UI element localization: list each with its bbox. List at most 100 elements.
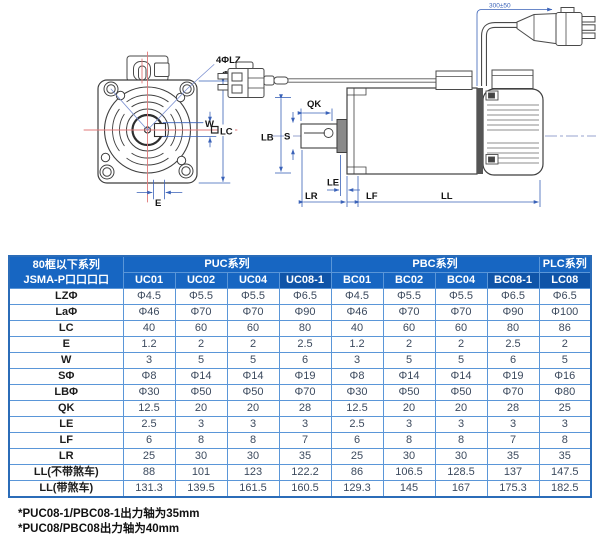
col-header: UC01 — [122, 272, 176, 289]
flange-plate — [336, 119, 348, 153]
motor-dimension-svg: 4ΦLZ Φ La W LC E — [83, 3, 596, 209]
motor-body — [346, 87, 478, 175]
terminal-box-icon — [126, 55, 170, 82]
square-flange-symbol — [210, 125, 219, 134]
value-cell: Φ5.5 — [434, 288, 488, 305]
value-cell: 3 — [486, 416, 540, 433]
row-label: LL(不带煞车) — [8, 464, 124, 481]
value-cell: 35 — [486, 448, 540, 465]
row-label: LBΦ — [8, 384, 124, 401]
value-cell: 2 — [538, 336, 592, 353]
value-cell: 2 — [174, 336, 228, 353]
value-cell: 25 — [538, 400, 592, 417]
value-cell: 6 — [278, 352, 332, 369]
row-label: QK — [8, 400, 124, 417]
value-cell: Φ70 — [226, 304, 280, 321]
value-cell: Φ50 — [226, 384, 280, 401]
value-cell: 1.2 — [330, 336, 384, 353]
value-cell: Φ5.5 — [382, 288, 436, 305]
model-header-row: UC01 UC02 UC04 UC08-1 BC01 BC02 BC04 BC0… — [9, 272, 592, 289]
col-header: LC08 — [538, 272, 592, 289]
value-cell: Φ70 — [174, 304, 228, 321]
value-cell: 25 — [122, 448, 176, 465]
power-connector-icon — [217, 61, 289, 98]
housing-ribs — [487, 104, 539, 164]
value-cell: Φ8 — [122, 368, 176, 385]
value-cell: 30 — [434, 448, 488, 465]
value-cell: 3 — [330, 352, 384, 369]
value-cell: 137 — [486, 464, 540, 481]
value-cell: Φ8 — [330, 368, 384, 385]
value-cell: 129.3 — [330, 480, 384, 498]
row-label: LaΦ — [8, 304, 124, 321]
power-cable — [288, 78, 437, 83]
value-cell: Φ6.5 — [278, 288, 332, 305]
value-cell: 160.5 — [278, 480, 332, 498]
value-cell: 5 — [434, 352, 488, 369]
value-cell: Φ46 — [122, 304, 176, 321]
table-row: LE 2.5 3 3 3 2.5 3 3 3 3 — [8, 416, 592, 433]
value-cell: 28 — [278, 400, 332, 417]
value-cell: 8 — [538, 432, 592, 449]
value-cell: 7 — [486, 432, 540, 449]
value-cell: 3 — [278, 416, 332, 433]
value-cell: 20 — [226, 400, 280, 417]
value-cell: 5 — [226, 352, 280, 369]
rear-band — [477, 88, 483, 174]
dim-w — [162, 111, 217, 148]
value-cell: 2.5 — [122, 416, 176, 433]
value-cell: Φ90 — [278, 304, 332, 321]
value-cell: Φ30 — [330, 384, 384, 401]
value-cell: 60 — [434, 320, 488, 337]
label-s: S — [284, 132, 290, 143]
col-header: BC04 — [434, 272, 488, 289]
value-cell: Φ5.5 — [174, 288, 228, 305]
value-cell: Φ5.5 — [226, 288, 280, 305]
table-row: LZΦ Φ4.5 Φ5.5 Φ5.5 Φ6.5 Φ4.5 Φ5.5 Φ5.5 Φ6.5 Φ6.5 — [8, 288, 592, 305]
shaft — [300, 123, 338, 149]
value-cell: 131.3 — [122, 480, 176, 498]
value-cell: 8 — [382, 432, 436, 449]
value-cell: Φ14 — [226, 368, 280, 385]
value-cell: 175.3 — [486, 480, 540, 498]
value-cell: 3 — [226, 416, 280, 433]
value-cell: 106.5 — [382, 464, 436, 481]
table-row: LBΦ Φ30 Φ50 Φ50 Φ70 Φ30 Φ50 Φ50 Φ70 Φ80 — [8, 384, 592, 401]
col-header: BC02 — [382, 272, 436, 289]
value-cell: Φ50 — [434, 384, 488, 401]
value-cell: 5 — [382, 352, 436, 369]
value-cell: 20 — [382, 400, 436, 417]
dim-baseline — [298, 150, 541, 207]
value-cell: 3 — [174, 416, 228, 433]
value-cell: Φ46 — [330, 304, 384, 321]
value-cell: 6 — [486, 352, 540, 369]
dim-e — [136, 179, 183, 200]
group-header-puc: PUC系列 — [122, 255, 332, 273]
front-view: 4ΦLZ Φ La W LC E — [83, 51, 244, 209]
corner-header-line2: JSMA-P口口口口 — [23, 273, 110, 286]
value-cell: 101 — [174, 464, 228, 481]
footnote-1: *PUC08-1/PBC08-1出力轴为35mm — [18, 508, 200, 520]
value-cell: Φ14 — [434, 368, 488, 385]
slot-ring-gaps — [117, 99, 178, 161]
col-header: UC04 — [226, 272, 280, 289]
table-row: LaΦ Φ46 Φ70 Φ70 Φ90 Φ46 Φ70 Φ70 Φ90 Φ100 — [8, 304, 592, 321]
label-lf: LF — [366, 191, 378, 202]
value-cell: 60 — [174, 320, 228, 337]
value-cell: Φ14 — [382, 368, 436, 385]
label-e: E — [155, 198, 161, 209]
table-row: LR 25 30 30 35 25 30 30 35 35 — [8, 448, 592, 465]
value-cell: Φ14 — [174, 368, 228, 385]
value-cell: 12.5 — [122, 400, 176, 417]
value-cell: 147.5 — [538, 464, 592, 481]
value-cell: Φ90 — [486, 304, 540, 321]
side-view: 300±50 — [261, 3, 596, 207]
label-cable-length: 300±50 — [489, 3, 511, 10]
value-cell: Φ4.5 — [330, 288, 384, 305]
table-row: E 1.2 2 2 2.5 1.2 2 2 2.5 2 — [8, 336, 592, 353]
label-lc: LC — [220, 127, 233, 138]
table-row: LL(不带煞车) 88 101 123 122.2 86 106.5 128.5 137 147.… — [8, 464, 592, 481]
encoder-cable — [481, 22, 519, 86]
col-header: UC08-1 — [278, 272, 332, 289]
